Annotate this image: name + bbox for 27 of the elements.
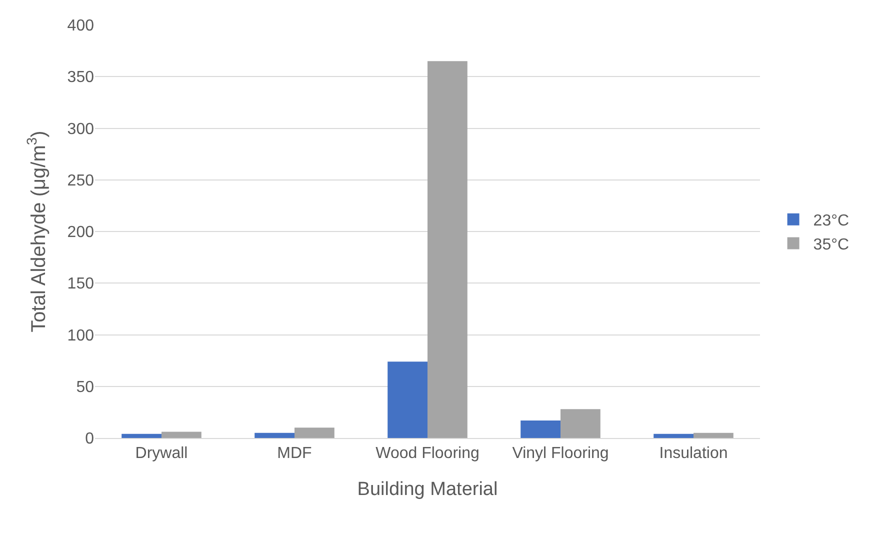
legend-label: 35°C xyxy=(813,236,850,254)
bar xyxy=(162,432,202,438)
x-tick-label: MDF xyxy=(277,445,312,462)
y-tick-label: 150 xyxy=(67,276,94,293)
y-tick-label: 250 xyxy=(67,172,94,190)
x-axis-title: Building Material xyxy=(357,479,498,500)
bar xyxy=(654,434,694,438)
y-tick-label: 200 xyxy=(67,224,94,242)
y-tick-label: 350 xyxy=(67,69,94,86)
y-tick-label: 50 xyxy=(76,378,94,396)
y-tick-label: 400 xyxy=(67,18,94,35)
bar xyxy=(294,428,334,438)
bar xyxy=(388,362,428,438)
bar xyxy=(122,434,162,438)
bar xyxy=(254,432,294,438)
y-tick-label: 0 xyxy=(85,430,94,448)
x-tick-label: Drywall xyxy=(135,445,188,462)
bar xyxy=(520,420,560,438)
y-tick-label: 300 xyxy=(67,120,94,138)
x-tick-label: Vinyl Flooring xyxy=(512,445,609,462)
bar xyxy=(560,409,600,438)
bar xyxy=(428,61,468,438)
y-tick-label: 100 xyxy=(67,327,94,344)
x-tick-label: Wood Flooring xyxy=(376,445,480,462)
bar xyxy=(694,432,734,438)
legend-label: 23°C xyxy=(813,212,850,230)
x-tick-label: Insulation xyxy=(659,445,728,462)
